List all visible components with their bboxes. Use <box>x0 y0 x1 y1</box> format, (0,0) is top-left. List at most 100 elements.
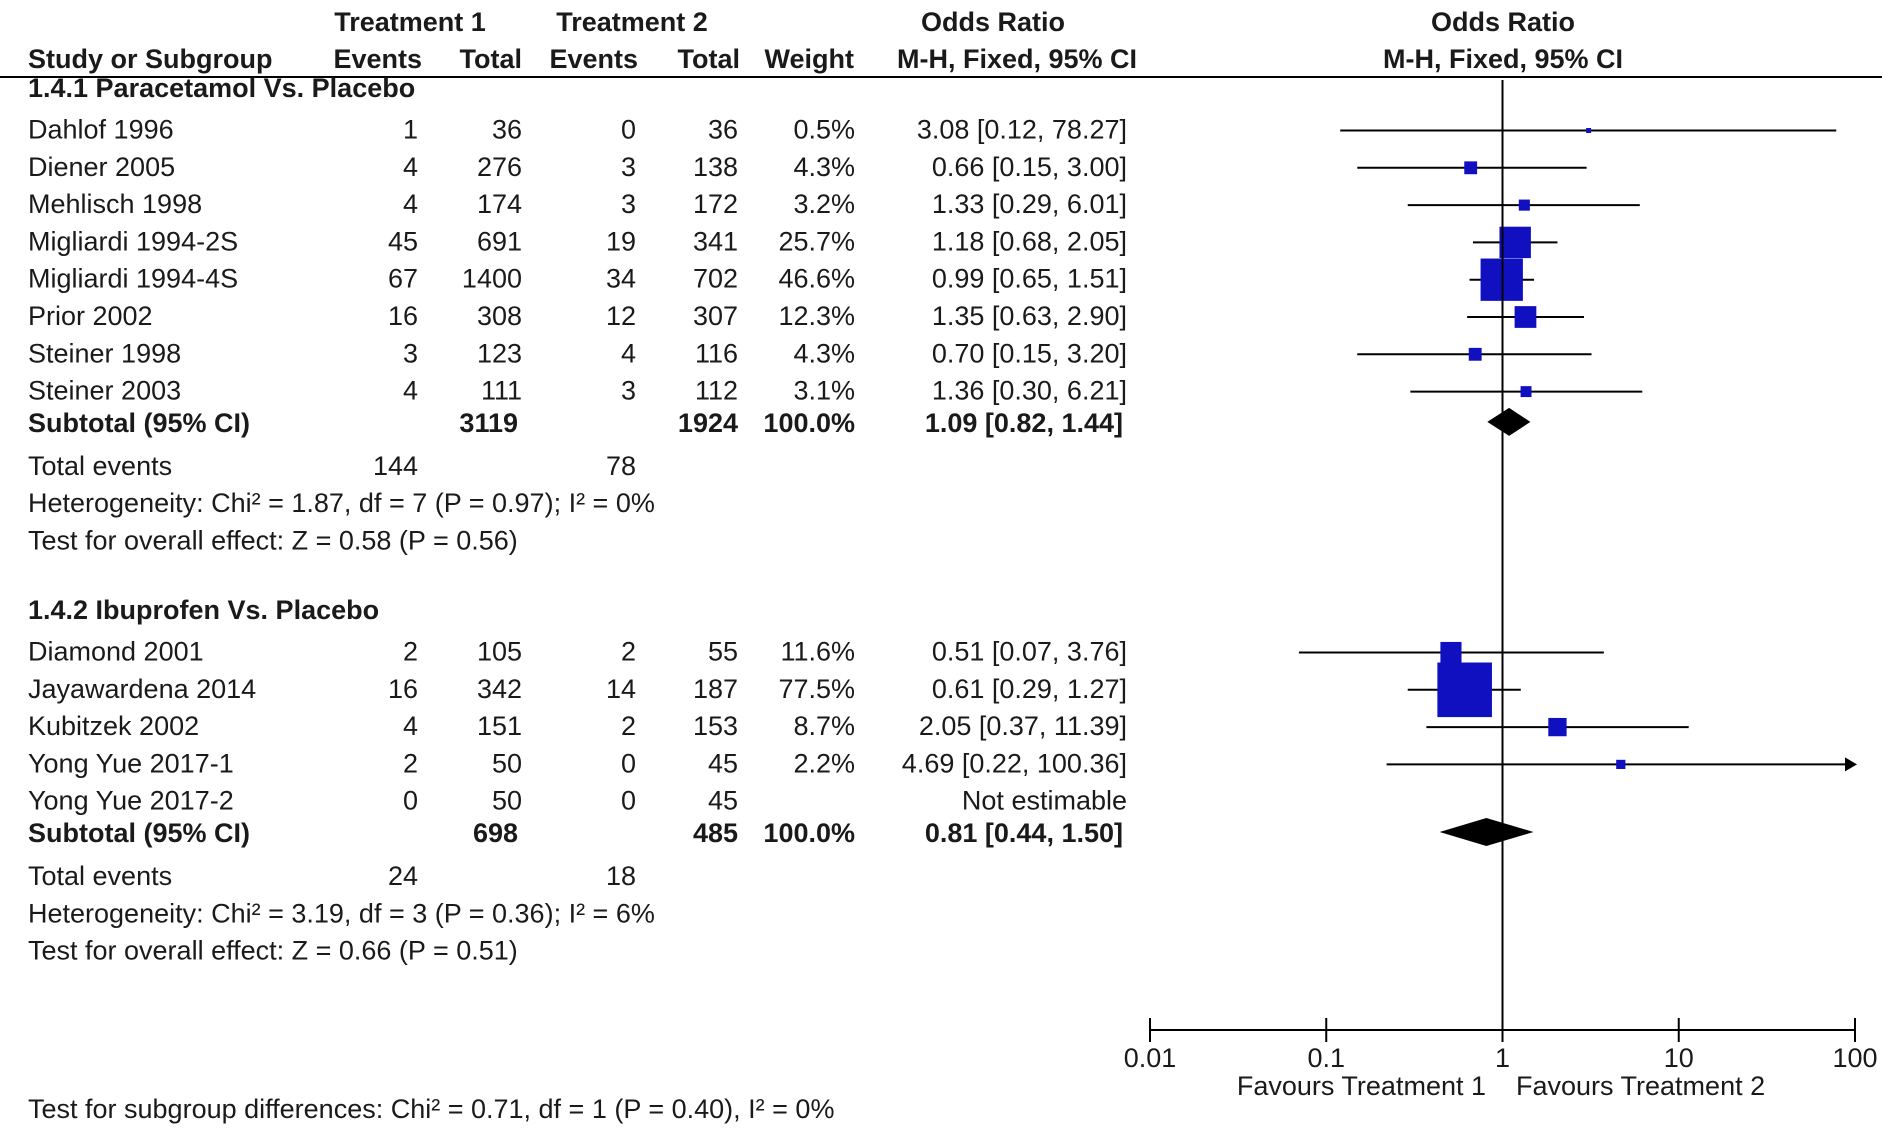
study-events-2: 0 <box>621 786 636 816</box>
subtotal-total-2: 485 <box>693 818 738 848</box>
subtotal-diamond <box>1487 407 1531 436</box>
overall-effect-text: Test for overall effect: Z = 0.66 (P = 0… <box>28 936 518 966</box>
header-group1: Treatment 1 <box>334 7 486 37</box>
study-total-1: 276 <box>477 152 522 182</box>
study-total-1: 174 <box>477 189 522 219</box>
study-ci-text: 1.18 [0.68, 2.05] <box>932 226 1127 256</box>
study-name: Steiner 1998 <box>28 338 181 368</box>
study-total-2: 138 <box>693 152 738 182</box>
study-events-1: 4 <box>403 711 418 741</box>
study-name: Migliardi 1994-2S <box>28 226 238 256</box>
total-events-label: Total events <box>28 451 172 481</box>
study-events-2: 0 <box>621 748 636 778</box>
study-events-2: 3 <box>621 376 636 406</box>
header-events-2: Events <box>549 44 638 74</box>
study-total-1: 36 <box>492 115 522 145</box>
study-events-1: 16 <box>388 301 418 331</box>
study-total-2: 112 <box>695 376 738 406</box>
study-weight: 3.2% <box>793 189 855 219</box>
subgroup-test: Test for subgroup differences: Chi² = 0.… <box>28 1094 834 1124</box>
point-estimate-square <box>1464 161 1478 175</box>
study-ci-text: Not estimable <box>962 786 1127 816</box>
study-total-2: 45 <box>708 786 738 816</box>
study-ci-text: 1.36 [0.30, 6.21] <box>932 376 1127 406</box>
header-plot-title: Odds Ratio <box>1431 7 1575 37</box>
header-total-2: Total <box>678 44 741 74</box>
study-events-1: 4 <box>403 376 418 406</box>
heterogeneity-text: Heterogeneity: Chi² = 1.87, df = 7 (P = … <box>28 488 655 518</box>
study-events-1: 0 <box>403 786 418 816</box>
subtotal-diamond <box>1439 818 1534 846</box>
header-or-title: Odds Ratio <box>921 7 1065 37</box>
study-name: Diener 2005 <box>28 152 175 182</box>
study-events-1: 4 <box>403 152 418 182</box>
x-tick-label: 0.01 <box>1124 1043 1177 1073</box>
study-events-2: 2 <box>621 637 636 667</box>
study-total-2: 36 <box>708 115 738 145</box>
study-events-2: 3 <box>621 152 636 182</box>
header-events-1: Events <box>333 44 422 74</box>
subgroup-title: 1.4.1 Paracetamol Vs. Placebo <box>28 73 415 103</box>
study-total-1: 111 <box>481 376 522 406</box>
study-weight: 4.3% <box>793 338 855 368</box>
header-or-method: M-H, Fixed, 95% CI <box>897 44 1137 74</box>
study-ci-text: 4.69 [0.22, 100.36] <box>902 748 1127 778</box>
study-total-1: 691 <box>477 226 522 256</box>
total-events-label: Total events <box>28 861 172 891</box>
study-total-2: 187 <box>693 674 738 704</box>
study-total-1: 50 <box>492 786 522 816</box>
study-events-1: 2 <box>403 637 418 667</box>
study-ci-text: 1.33 [0.29, 6.01] <box>932 189 1127 219</box>
study-total-1: 308 <box>477 301 522 331</box>
study-weight: 77.5% <box>778 674 855 704</box>
subtotal-total-2: 1924 <box>678 408 738 438</box>
total-events-1: 144 <box>373 451 418 481</box>
subtotal-weight: 100.0% <box>763 408 855 438</box>
study-weight: 8.7% <box>793 711 855 741</box>
table-rows: 1.4.1 Paracetamol Vs. Placebo Dahlof 1996… <box>28 73 1127 966</box>
point-estimate-square <box>1518 199 1530 211</box>
subtotal-ci-text: 1.09 [0.82, 1.44] <box>925 408 1123 438</box>
header-study-col: Study or Subgroup <box>28 44 272 74</box>
point-estimate-square <box>1437 662 1492 718</box>
study-weight: 2.2% <box>793 748 855 778</box>
header-group2: Treatment 2 <box>556 7 708 37</box>
subtotal-total-1: 3119 <box>459 408 518 438</box>
study-name: Migliardi 1994-4S <box>28 264 238 294</box>
study-name: Diamond 2001 <box>28 637 204 667</box>
study-total-1: 151 <box>477 711 522 741</box>
study-total-2: 341 <box>693 226 738 256</box>
total-events-1: 24 <box>388 861 418 891</box>
study-name: Yong Yue 2017-2 <box>28 786 234 816</box>
study-weight: 11.6% <box>780 637 855 667</box>
study-total-1: 342 <box>477 674 522 704</box>
point-estimate-square <box>1548 717 1567 737</box>
study-events-1: 45 <box>388 226 418 256</box>
study-ci-text: 3.08 [0.12, 78.27] <box>917 115 1127 145</box>
study-events-2: 14 <box>606 674 636 704</box>
x-axis: 0.01 0.1 1 10 100 <box>1124 80 1878 1073</box>
heterogeneity-text: Heterogeneity: Chi² = 3.19, df = 3 (P = … <box>28 898 655 928</box>
study-ci-text: 0.51 [0.07, 3.76] <box>932 637 1127 667</box>
subtotal-weight: 100.0% <box>763 818 855 848</box>
favours-right-label: Favours Treatment 2 <box>1516 1071 1765 1101</box>
study-total-1: 1400 <box>462 264 522 294</box>
study-total-1: 123 <box>477 338 522 368</box>
study-total-1: 105 <box>477 637 522 667</box>
study-name: Dahlof 1996 <box>28 115 174 145</box>
study-total-2: 172 <box>693 189 738 219</box>
subtotal-ci-text: 0.81 [0.44, 1.50] <box>925 818 1123 848</box>
study-events-1: 2 <box>403 748 418 778</box>
study-name: Mehlisch 1998 <box>28 189 202 219</box>
study-events-1: 4 <box>403 189 418 219</box>
study-events-1: 3 <box>403 338 418 368</box>
study-total-2: 702 <box>693 264 738 294</box>
study-events-2: 0 <box>621 115 636 145</box>
study-events-2: 2 <box>621 711 636 741</box>
subgroup-title: 1.4.2 Ibuprofen Vs. Placebo <box>28 595 379 625</box>
study-ci-text: 0.61 [0.29, 1.27] <box>932 674 1127 704</box>
study-ci-text: 2.05 [0.37, 11.39] <box>919 711 1127 741</box>
ci-arrow <box>1845 757 1857 772</box>
study-events-1: 67 <box>388 264 418 294</box>
